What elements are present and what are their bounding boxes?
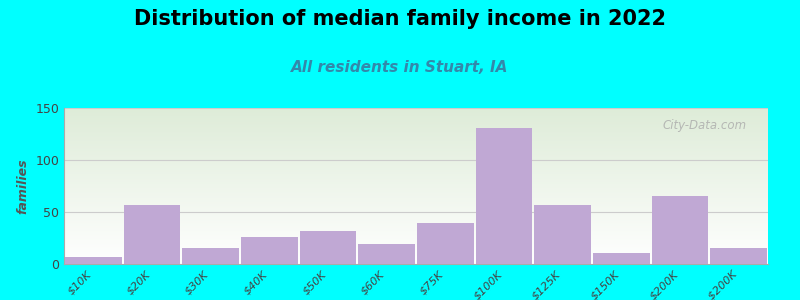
Bar bbox=[417, 224, 474, 264]
Bar bbox=[65, 257, 122, 264]
Bar bbox=[358, 244, 415, 264]
Bar bbox=[710, 248, 767, 264]
Bar bbox=[593, 253, 650, 264]
Bar bbox=[299, 231, 357, 264]
Bar bbox=[475, 128, 533, 264]
Text: All residents in Stuart, IA: All residents in Stuart, IA bbox=[291, 60, 509, 75]
Bar bbox=[123, 205, 181, 264]
Text: Distribution of median family income in 2022: Distribution of median family income in … bbox=[134, 9, 666, 29]
Bar bbox=[241, 237, 298, 264]
Text: City-Data.com: City-Data.com bbox=[662, 119, 747, 132]
Bar bbox=[651, 196, 709, 264]
Bar bbox=[534, 205, 591, 264]
Y-axis label: families: families bbox=[17, 158, 30, 214]
Bar bbox=[182, 248, 239, 264]
